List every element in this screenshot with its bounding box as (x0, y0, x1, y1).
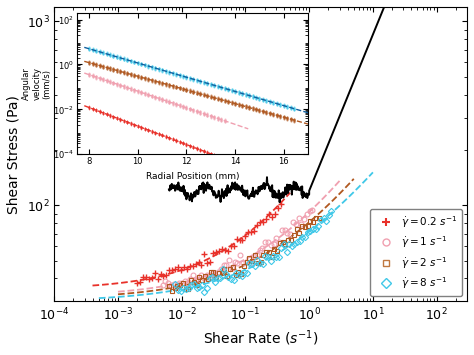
X-axis label: Shear Rate $(s^{-1})$: Shear Rate $(s^{-1})$ (203, 328, 319, 348)
Y-axis label: Shear Stress (Pa): Shear Stress (Pa) (7, 95, 21, 214)
Legend: $\dot{\gamma} = 0.2\ s^{-1}$, $\dot{\gamma} = 1\ s^{-1}$, $\dot{\gamma} = 2\ s^{: $\dot{\gamma} = 0.2\ s^{-1}$, $\dot{\gam… (370, 208, 462, 296)
